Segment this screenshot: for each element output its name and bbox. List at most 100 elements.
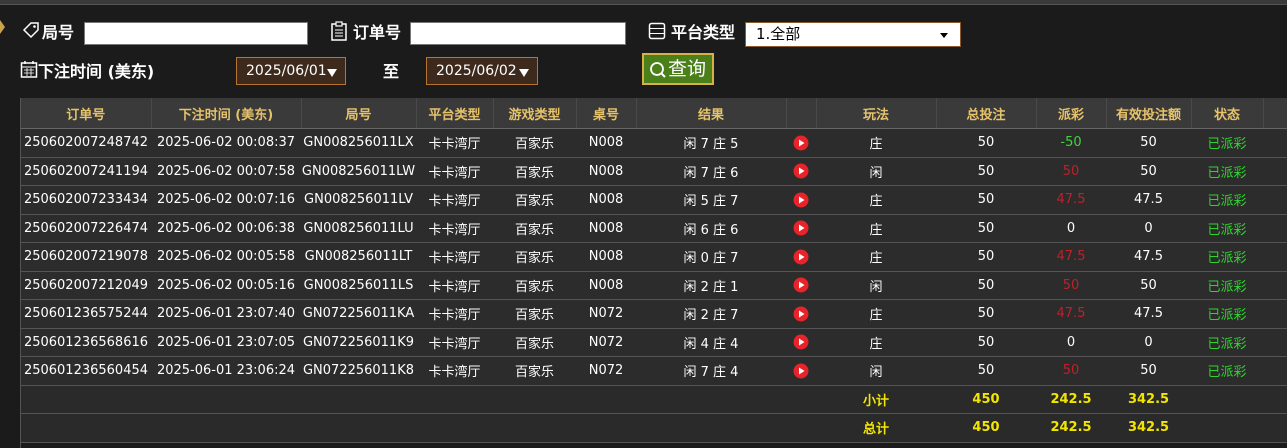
payout: 50 bbox=[1036, 356, 1106, 386]
play-video-cell bbox=[786, 214, 816, 243]
bet-time: 2025-06-02 00:08:37 bbox=[151, 128, 301, 158]
play: 庄 bbox=[816, 214, 936, 243]
subtotal-bet: 450 bbox=[936, 385, 1036, 414]
overflow-cell bbox=[1263, 356, 1287, 386]
payout: -50 bbox=[1036, 128, 1106, 158]
status: 已派彩 bbox=[1191, 214, 1263, 243]
order-input[interactable] bbox=[410, 22, 626, 45]
platform-value: 1.全部 bbox=[756, 25, 801, 43]
table-body: 250602007248742 2025-06-02 00:08:37 GN0082… bbox=[21, 128, 1287, 443]
date-arrow bbox=[327, 69, 337, 77]
time-label: 下注时间 (美东) bbox=[38, 62, 155, 81]
round-id: GN072256011K9 bbox=[301, 328, 416, 357]
table-no: N008 bbox=[576, 185, 636, 215]
play-video-cell bbox=[786, 271, 816, 300]
play-icon[interactable] bbox=[793, 306, 809, 322]
table-no: N072 bbox=[576, 356, 636, 386]
play-icon[interactable] bbox=[793, 249, 809, 265]
total-row: 总计 450 242.5 342.5 bbox=[21, 413, 1287, 443]
play-icon[interactable] bbox=[793, 363, 809, 379]
bet-time: 2025-06-02 00:07:58 bbox=[151, 157, 301, 186]
overflow-cell bbox=[1263, 214, 1287, 243]
platform-select[interactable]: 1.全部 bbox=[745, 22, 961, 47]
overflow-cell bbox=[1263, 128, 1287, 158]
query-button[interactable]: 查询 bbox=[642, 53, 714, 85]
empty-cell bbox=[416, 413, 493, 443]
empty-cell bbox=[1191, 385, 1263, 414]
play-icon[interactable] bbox=[793, 163, 809, 179]
payout: 47.5 bbox=[1036, 299, 1106, 329]
table-wrap: 订单号 下注时间 (美东) 局号 平台类型 游戏类型 桌号 结果 玩法 总投注 派彩 有效投注额 状态… bbox=[20, 98, 1287, 448]
table-no: N008 bbox=[576, 157, 636, 186]
result: 闲 7 庄 4 bbox=[636, 356, 786, 386]
order-id: 250601236560454 bbox=[21, 356, 151, 386]
valid-bet: 50 bbox=[1106, 356, 1191, 386]
clipboard-icon bbox=[331, 21, 347, 41]
empty-cell bbox=[493, 413, 576, 443]
query-label: 查询 bbox=[668, 58, 707, 80]
table-row: 250601236560454 2025-06-01 23:06:24 GN0722… bbox=[21, 356, 1287, 386]
status: 已派彩 bbox=[1191, 185, 1263, 215]
table-no: N072 bbox=[576, 328, 636, 357]
order-label: 订单号 bbox=[353, 23, 402, 42]
play-icon[interactable] bbox=[793, 277, 809, 293]
subtotal-payout: 242.5 bbox=[1036, 385, 1106, 414]
total-bet: 50 bbox=[936, 242, 1036, 272]
table-row: 250601236575244 2025-06-01 23:07:40 GN0722… bbox=[21, 299, 1287, 329]
result: 闲 4 庄 4 bbox=[636, 328, 786, 357]
order-id: 250601236568616 bbox=[21, 328, 151, 357]
play-video-cell bbox=[786, 242, 816, 272]
overflow-cell bbox=[1263, 299, 1287, 329]
result: 闲 7 庄 5 bbox=[636, 128, 786, 158]
column-header: 有效投注额 bbox=[1106, 98, 1192, 129]
empty-cell bbox=[636, 413, 786, 443]
subtotal-valid: 342.5 bbox=[1106, 385, 1191, 414]
payout: 50 bbox=[1036, 157, 1106, 186]
date-from[interactable]: 2025/06/01 bbox=[236, 57, 346, 85]
empty-cell bbox=[576, 385, 636, 414]
payout: 50 bbox=[1036, 271, 1106, 300]
play-icon[interactable] bbox=[793, 220, 809, 236]
table-no: N072 bbox=[576, 299, 636, 329]
platform-label: 平台类型 bbox=[671, 23, 736, 42]
total-bet: 50 bbox=[936, 128, 1036, 158]
overflow-cell bbox=[1263, 271, 1287, 300]
table-row: 250602007212049 2025-06-02 00:05:16 GN0082… bbox=[21, 271, 1287, 300]
round-id: GN008256011LU bbox=[301, 214, 416, 243]
valid-bet: 47.5 bbox=[1106, 242, 1191, 272]
play-icon[interactable] bbox=[793, 334, 809, 350]
column-header: 局号 bbox=[301, 98, 417, 129]
platform: 卡卡湾厅 bbox=[416, 271, 493, 300]
payout: 0 bbox=[1036, 328, 1106, 357]
round-id: GN008256011LS bbox=[301, 271, 416, 300]
order-id: 250602007226474 bbox=[21, 214, 151, 243]
play-icon[interactable] bbox=[793, 135, 809, 151]
status: 已派彩 bbox=[1191, 328, 1263, 357]
play-icon[interactable] bbox=[793, 192, 809, 208]
play: 庄 bbox=[816, 299, 936, 329]
play: 庄 bbox=[816, 242, 936, 272]
order-id: 250602007241194 bbox=[21, 157, 151, 186]
play: 庄 bbox=[816, 185, 936, 215]
total-bet: 50 bbox=[936, 299, 1036, 329]
empty-cell bbox=[786, 413, 816, 443]
empty-cell bbox=[21, 385, 151, 414]
game-type: 百家乐 bbox=[493, 157, 576, 186]
side-handle[interactable] bbox=[0, 20, 5, 34]
empty-cell bbox=[576, 413, 636, 443]
valid-bet: 47.5 bbox=[1106, 185, 1191, 215]
top-bar bbox=[0, 0, 1287, 5]
game-type: 百家乐 bbox=[493, 356, 576, 386]
round-label: 局号 bbox=[42, 23, 75, 42]
table-row: 250602007226474 2025-06-02 00:06:38 GN0082… bbox=[21, 214, 1287, 243]
empty-cell bbox=[1263, 413, 1287, 443]
round-input[interactable] bbox=[84, 22, 308, 45]
round-id: GN008256011LT bbox=[301, 242, 416, 272]
date-to[interactable]: 2025/06/02 bbox=[426, 57, 538, 85]
bet-time: 2025-06-01 23:07:40 bbox=[151, 299, 301, 329]
tag-icon bbox=[22, 22, 39, 39]
order-id: 250602007248742 bbox=[21, 128, 151, 158]
game-type: 百家乐 bbox=[493, 271, 576, 300]
play-video-cell bbox=[786, 157, 816, 186]
